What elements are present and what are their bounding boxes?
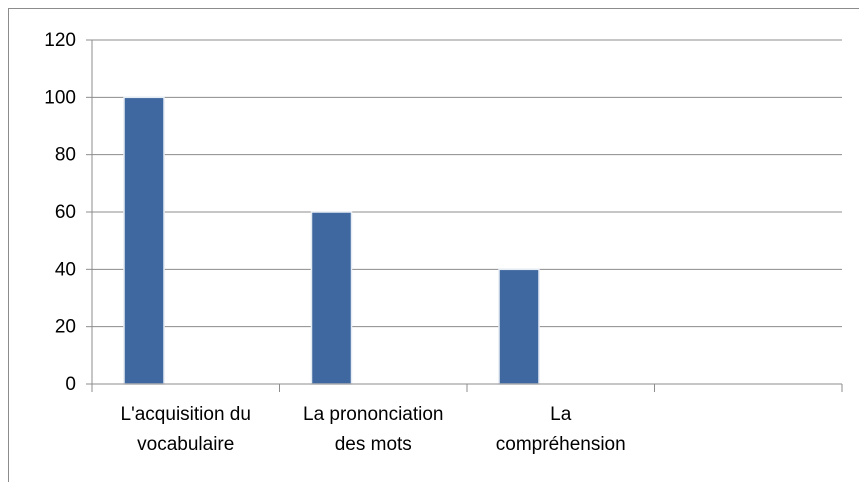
y-tick-label: 0 (65, 374, 76, 395)
y-tick-label: 120 (44, 30, 76, 51)
y-tick-label: 40 (55, 259, 76, 280)
bar (310, 211, 353, 385)
x-tick-label: La prononciation des mots (303, 404, 444, 455)
y-tick-label: 100 (44, 87, 76, 108)
bar (123, 96, 165, 385)
x-tick-label: L'acquisition du vocabulaire (120, 404, 251, 455)
y-tick-label: 60 (55, 202, 76, 223)
y-tick-label: 80 (55, 145, 76, 166)
x-tick-label: La compréhension (495, 404, 626, 455)
y-tick-label: 20 (55, 317, 76, 338)
bar (498, 268, 540, 385)
chart-frame (8, 8, 859, 482)
